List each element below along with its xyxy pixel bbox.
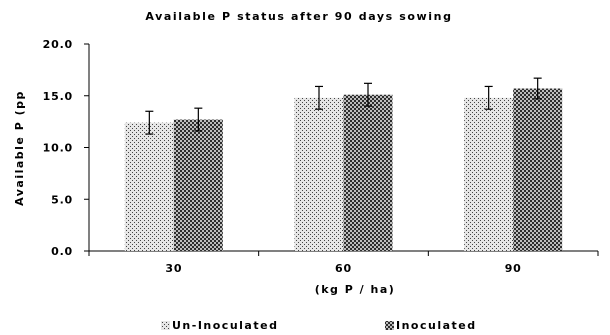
y-tick-label: 0.0 <box>51 245 73 258</box>
legend-label-un-inoculated: Un-Inoculated <box>172 319 278 332</box>
y-tick-label: 10.0 <box>43 142 73 155</box>
legend-swatch-inoculated <box>385 321 394 330</box>
y-tick-label: 5.0 <box>51 193 73 206</box>
bar-inoculated-60 <box>343 94 393 251</box>
chart-title: Available P status after 90 days sowing <box>145 10 452 23</box>
bar-un-inoculated-90 <box>464 97 514 251</box>
legend: Un-Inoculated Inoculated <box>161 319 477 332</box>
x-tick-label: 30 <box>165 262 182 275</box>
legend-swatch-un-inoculated <box>161 321 170 330</box>
x-axis-label: (kg P / ha) <box>315 283 396 296</box>
bar-inoculated-90 <box>513 88 563 251</box>
x-tick-label: 90 <box>505 262 522 275</box>
bar-inoculated-30 <box>173 119 223 252</box>
bar-un-inoculated-30 <box>124 122 174 251</box>
plot-area: 0.0 5.0 10.0 15.0 20.0 30 60 90 <box>43 38 599 275</box>
y-tick-label: 15.0 <box>43 90 73 103</box>
legend-label-inoculated: Inoculated <box>396 319 477 332</box>
y-axis-label: Available P (pp <box>13 90 26 206</box>
bar-un-inoculated-60 <box>294 97 344 251</box>
y-tick-label: 20.0 <box>43 38 73 51</box>
x-tick-label: 60 <box>335 262 352 275</box>
